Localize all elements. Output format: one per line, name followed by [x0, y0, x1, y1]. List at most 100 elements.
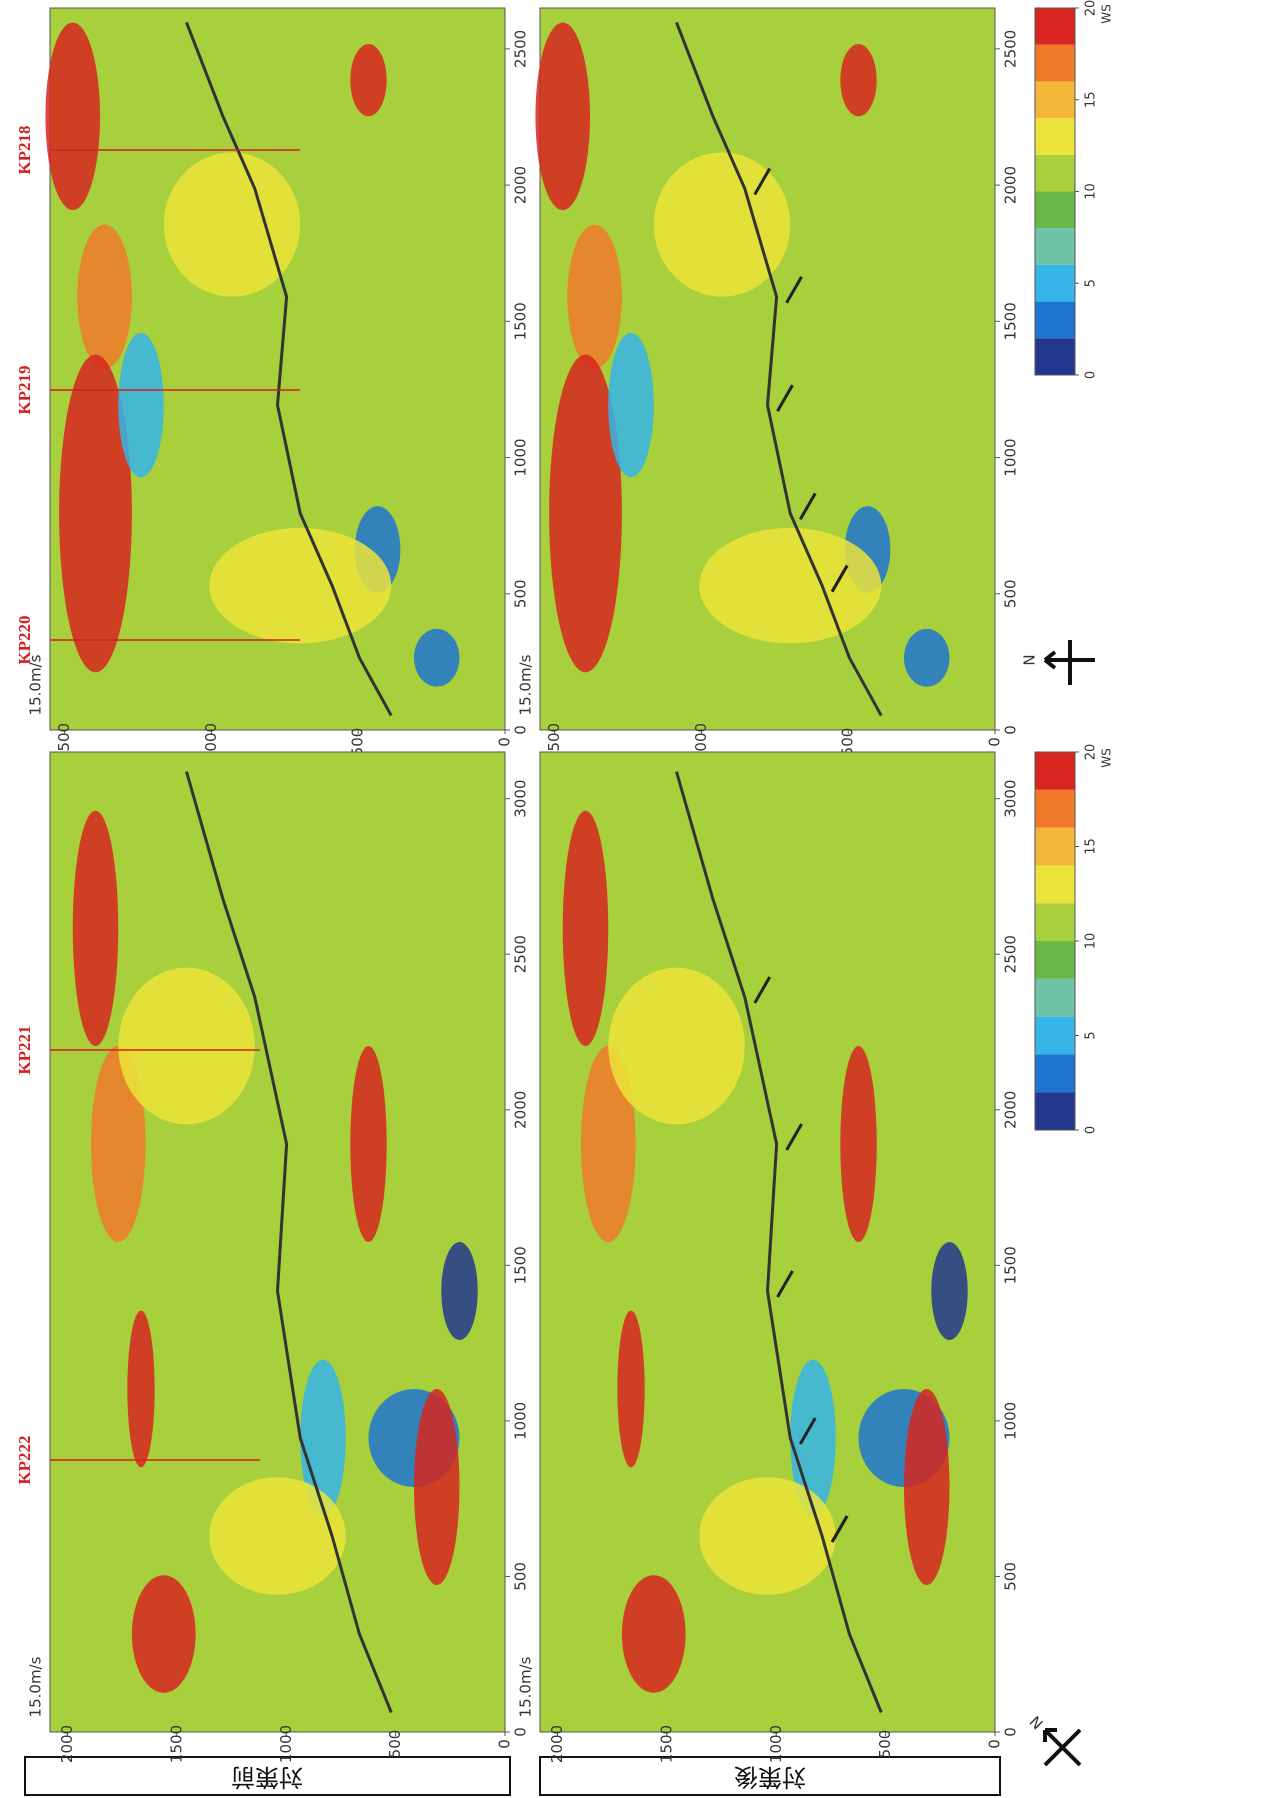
wind-speed-area [59, 354, 132, 673]
wind-speed-area [118, 967, 255, 1125]
y-tick-label: 1500 [167, 1725, 185, 1763]
wind-speed-area [414, 628, 460, 687]
wind-speed-area [77, 224, 132, 369]
colorbar-tick-label: 20 [1084, 744, 1099, 761]
box-label: 対策前 [231, 1763, 303, 1791]
x-tick-label: 0 [512, 1727, 530, 1737]
colorbar-tick-label: 10 [1084, 183, 1099, 200]
wind-speed-area [904, 628, 950, 687]
colorbar-swatch [1035, 154, 1075, 192]
fence [753, 976, 772, 1004]
x-tick-label: 1000 [1002, 438, 1020, 476]
y-tick-label: 2000 [58, 1725, 76, 1763]
colorbar-swatch [1035, 8, 1075, 45]
colorbar-swatch [1035, 978, 1075, 1017]
wind-speed-area [535, 22, 591, 211]
colorbar-tick-label: 0 [1084, 371, 1099, 379]
y-tick-label: 0 [496, 1739, 514, 1749]
colorbar-swatch [1035, 228, 1075, 265]
colorbar-swatch [1035, 81, 1075, 119]
wind-speed-area [118, 332, 164, 478]
wind-speed-area [699, 1477, 836, 1595]
y-tick-label: 500 [876, 1730, 894, 1759]
colorbar-tick-label: 0 [1084, 1126, 1099, 1134]
x-tick-label: 1000 [512, 1402, 530, 1440]
colorbar-swatch [1035, 903, 1075, 941]
x-tick-label: 1000 [1002, 1402, 1020, 1440]
colorbar-tick-label: 20 [1084, 0, 1099, 16]
wind-speed-area [621, 1575, 686, 1693]
colorbar-tick-label: 15 [1084, 91, 1099, 108]
wind-speed-area [931, 1242, 968, 1340]
colorbar-swatch [1035, 941, 1075, 979]
y-tick-label: 0 [496, 737, 514, 747]
wind-speed-area [350, 44, 387, 117]
x-tick-label: 2000 [1002, 166, 1020, 204]
colorbar-swatch [1035, 44, 1075, 82]
x-tick-label: 500 [512, 579, 530, 608]
y-tick-label: 500 [839, 728, 857, 757]
y-tick-label: 500 [386, 1730, 404, 1759]
colorbar-swatch [1035, 338, 1075, 375]
colorbar-tick-label: 15 [1084, 838, 1099, 855]
north-label: N [1021, 654, 1039, 665]
wind-speed-area [209, 527, 392, 644]
x-tick-label: 1500 [1002, 1246, 1020, 1284]
fence [830, 564, 849, 593]
wind-speed-area [414, 1389, 460, 1585]
y-tick-label: 1000 [767, 1725, 785, 1763]
kp-label: KP220 [15, 615, 34, 664]
north-arrow [1043, 1728, 1082, 1767]
fence [776, 384, 794, 412]
kp-label: KP221 [15, 1025, 34, 1074]
x-tick-label: 0 [1002, 725, 1020, 735]
fence [753, 167, 772, 196]
wind-speed-area [131, 1575, 196, 1693]
fence [785, 276, 803, 304]
x-tick-label: 2000 [512, 1091, 530, 1129]
wind-speed-area [72, 810, 119, 1046]
wind-speed-area [45, 22, 101, 211]
x-tick-label: 500 [1002, 579, 1020, 608]
wind-speed-area [840, 44, 877, 117]
y-tick-label: 500 [349, 728, 367, 757]
x-tick-label: 2000 [1002, 1091, 1020, 1129]
colorbar-swatch [1035, 865, 1075, 904]
fence [798, 1417, 817, 1445]
wind-speed-area [350, 1046, 387, 1242]
panel [539, 751, 996, 1733]
x-tick-label: 1500 [1002, 302, 1020, 340]
x-tick-label: 3000 [1002, 780, 1020, 818]
x-tick-label: 1000 [512, 438, 530, 476]
colorbar-swatch [1035, 1016, 1075, 1055]
wind-speed-area [608, 332, 654, 478]
panel [45, 7, 506, 731]
y-tick-label: 0 [986, 1739, 1004, 1749]
wind-speed-area [562, 810, 609, 1046]
wind-speed-area [209, 1477, 346, 1595]
route-line [185, 21, 393, 717]
north-arrow [1043, 640, 1095, 685]
wind-speed-area [163, 152, 301, 297]
box-frame [24, 1756, 511, 1796]
x-tick-label: 2500 [512, 30, 530, 68]
wind-speed-area [127, 1310, 155, 1468]
scale-label: 15.0m/s [517, 654, 535, 715]
y-tick-label: 1000 [277, 1725, 295, 1763]
colorbar-tick-label: 5 [1084, 279, 1099, 287]
y-tick-label: 2000 [548, 1725, 566, 1763]
panel [49, 751, 506, 1733]
x-tick-label: 500 [512, 1562, 530, 1591]
colorbar-swatch [1035, 118, 1075, 155]
fence [830, 1515, 849, 1543]
route-line [185, 771, 393, 1713]
x-tick-label: 0 [512, 725, 530, 735]
colorbar-tick-label: 10 [1084, 933, 1099, 950]
wind-speed-area [653, 152, 791, 297]
colorbar-swatch [1035, 752, 1075, 790]
box-frame [539, 1756, 1001, 1796]
kp-label: KP218 [15, 125, 34, 174]
panel [535, 7, 996, 731]
kp-label: KP219 [15, 365, 34, 414]
x-tick-label: 2500 [512, 935, 530, 973]
